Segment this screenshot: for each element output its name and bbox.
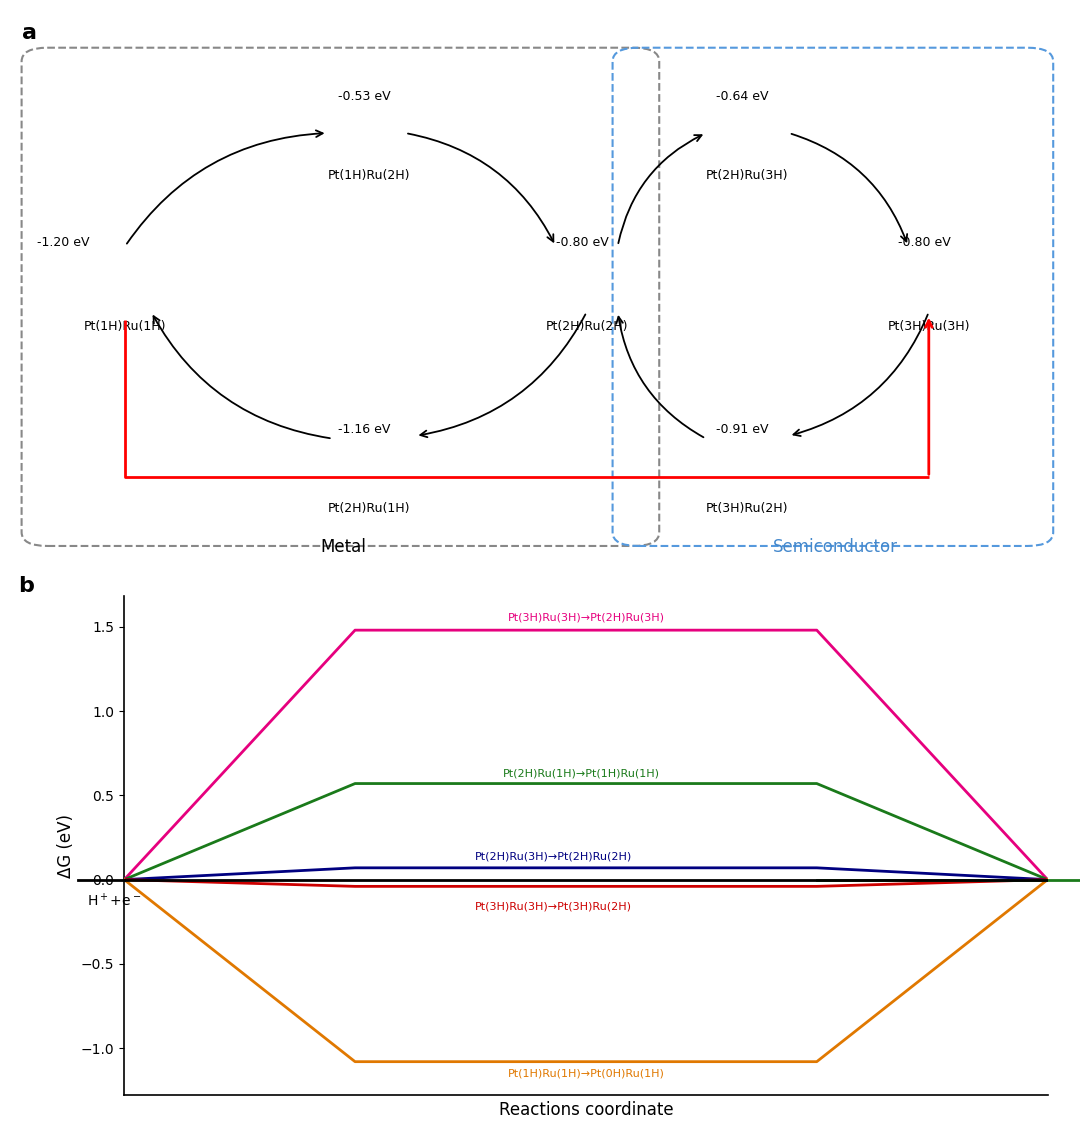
Text: H$^+$+e$^-$: H$^+$+e$^-$ [87,892,141,910]
Text: Pt(2H)Ru(2H): Pt(2H)Ru(2H) [545,320,627,334]
Text: Pt(1H)Ru(2H): Pt(1H)Ru(2H) [327,169,410,182]
Text: a: a [22,23,37,42]
Text: Metal: Metal [320,538,366,556]
Text: -0.80 eV: -0.80 eV [555,235,608,249]
Text: -0.64 eV: -0.64 eV [716,89,769,103]
Text: Pt(3H)Ru(3H): Pt(3H)Ru(3H) [888,320,970,334]
Text: Pt(2H)Ru(3H): Pt(2H)Ru(3H) [706,169,788,182]
Text: -1.20 eV: -1.20 eV [37,235,90,249]
Text: -0.53 eV: -0.53 eV [338,89,391,103]
Text: Semiconductor: Semiconductor [773,538,897,556]
Text: -1.16 eV: -1.16 eV [338,423,390,436]
Text: Pt(2H)Ru(3H)→Pt(2H)Ru(2H): Pt(2H)Ru(3H)→Pt(2H)Ru(2H) [475,851,633,861]
Text: Pt(3H)Ru(3H)→Pt(3H)Ru(2H): Pt(3H)Ru(3H)→Pt(3H)Ru(2H) [475,902,632,912]
Y-axis label: ΔG (eV): ΔG (eV) [57,814,76,877]
Text: -0.80 eV: -0.80 eV [897,235,950,249]
Text: -0.91 eV: -0.91 eV [716,423,769,436]
X-axis label: Reactions coordinate: Reactions coordinate [499,1101,673,1119]
Text: Pt(1H)Ru(1H)→Pt(0H)Ru(1H): Pt(1H)Ru(1H)→Pt(0H)Ru(1H) [508,1068,664,1078]
Text: Pt(3H)Ru(2H): Pt(3H)Ru(2H) [706,502,788,515]
Text: b: b [18,577,33,596]
Text: Pt(1H)Ru(1H): Pt(1H)Ru(1H) [84,320,166,334]
Text: Pt(2H)Ru(1H): Pt(2H)Ru(1H) [327,502,410,515]
Text: Pt(2H)Ru(1H)→Pt(1H)Ru(1H): Pt(2H)Ru(1H)→Pt(1H)Ru(1H) [503,768,660,779]
Text: Pt(3H)Ru(3H)→Pt(2H)Ru(3H): Pt(3H)Ru(3H)→Pt(2H)Ru(3H) [508,612,664,623]
